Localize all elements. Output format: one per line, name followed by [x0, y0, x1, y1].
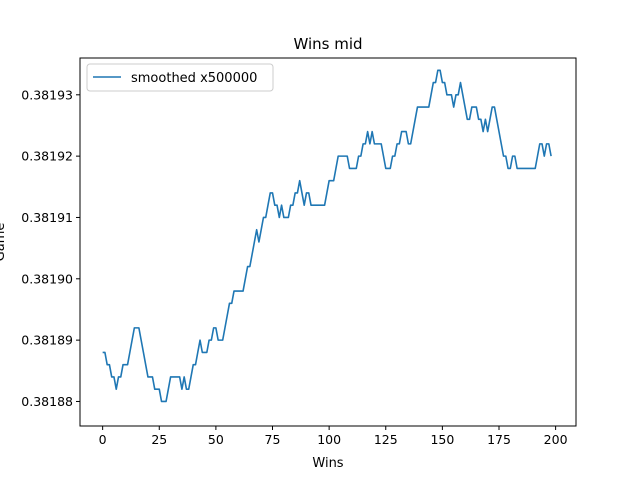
y-tick-label: 0.38190 [21, 271, 73, 286]
series-line [102, 69, 552, 403]
y-tick-label: 0.38189 [21, 333, 73, 348]
x-tick-label: 125 [374, 432, 398, 447]
plot-area [79, 57, 577, 427]
legend-entry-label: smoothed x500000 [131, 71, 257, 86]
legend: smoothed x500000 [86, 63, 274, 92]
y-axis: 0.38188 0.38189 0.38190 0.38191 0.38192 0.381… [21, 87, 80, 409]
x-tick-label: 200 [544, 432, 568, 447]
y-tick-label: 0.38193 [21, 87, 73, 102]
y-tick-label: 0.38191 [21, 210, 73, 225]
x-tick-label: 150 [430, 432, 454, 447]
x-tick-label: 75 [265, 432, 281, 447]
y-tick-label: 0.38188 [21, 394, 73, 409]
axes-frame [79, 57, 577, 427]
y-axis-label: Game [0, 223, 8, 262]
x-axis-label: Wins [312, 456, 343, 471]
x-tick-label: 50 [208, 432, 224, 447]
x-axis: 0 25 50 75 100 125 150 175 200 [99, 426, 568, 447]
x-tick-label: 100 [317, 432, 341, 447]
x-tick-label: 175 [487, 432, 511, 447]
legend-box [86, 63, 274, 92]
y-tick-label: 0.38192 [21, 149, 73, 164]
series-layer [102, 69, 552, 403]
x-tick-label: 0 [99, 432, 107, 447]
x-tick-label: 25 [151, 432, 167, 447]
chart-title: Wins mid [293, 35, 362, 53]
